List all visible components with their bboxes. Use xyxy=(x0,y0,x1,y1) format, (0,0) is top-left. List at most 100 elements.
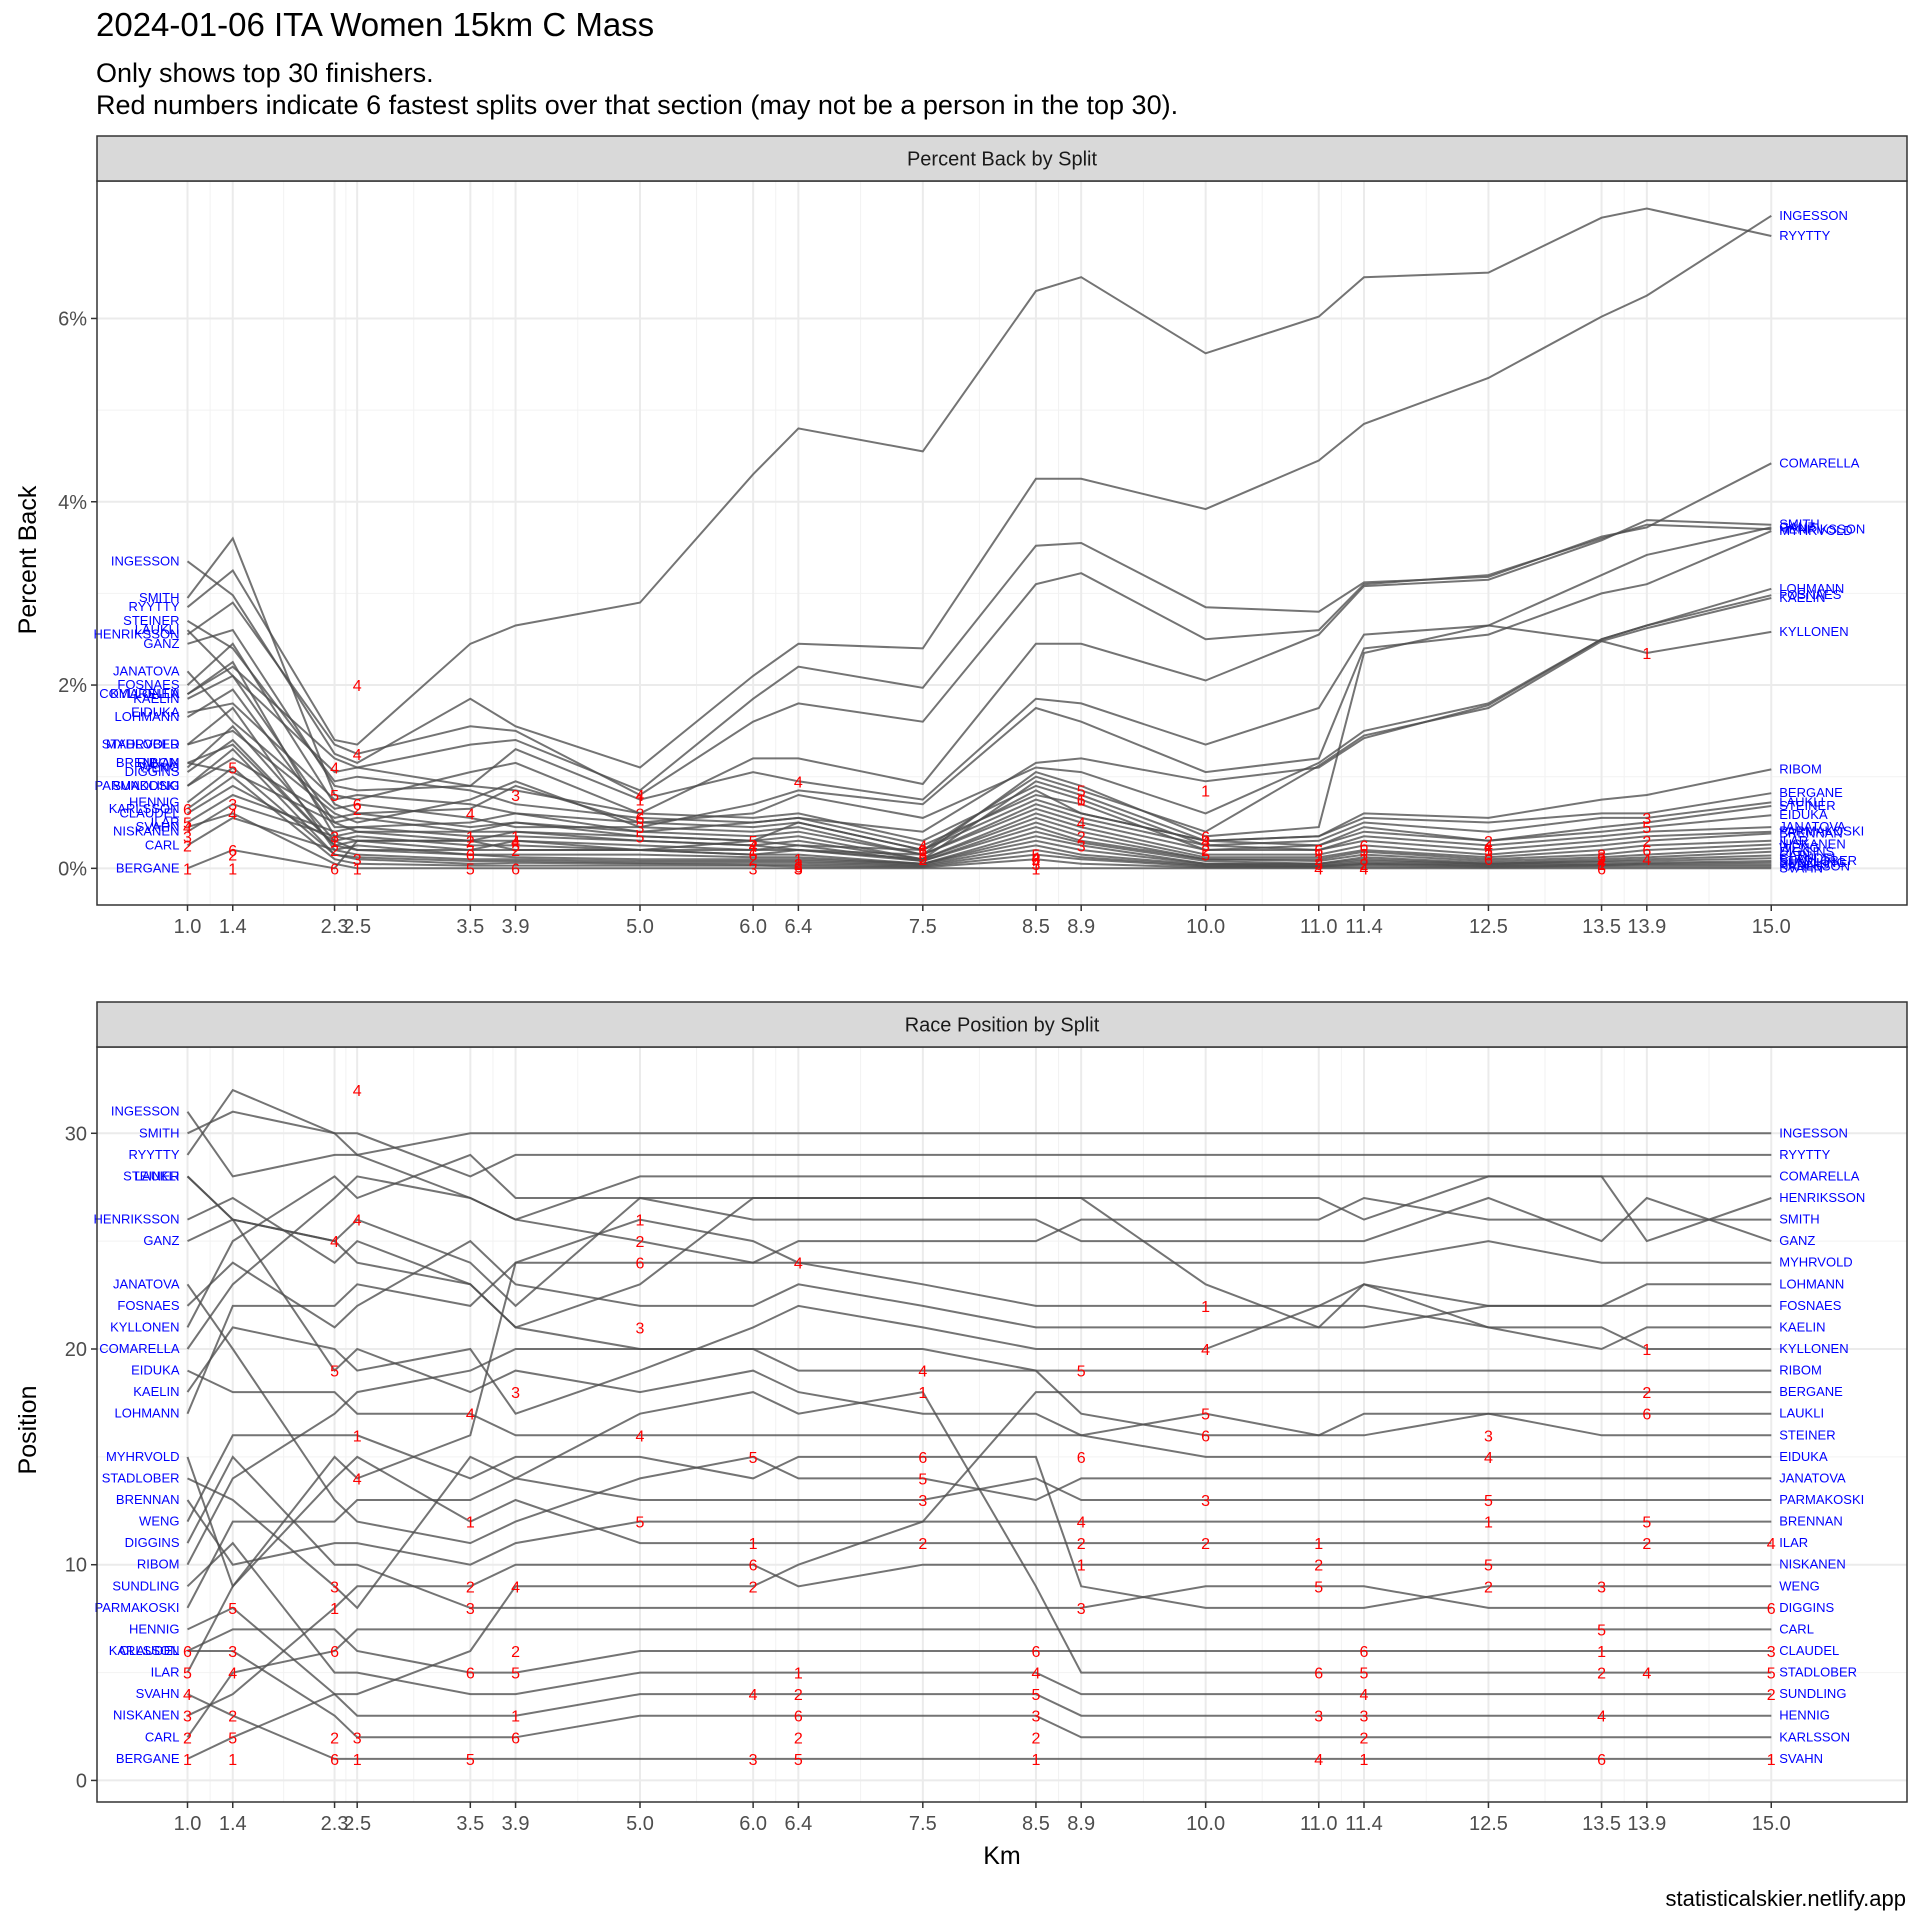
split-rank-label: 4 xyxy=(749,838,758,855)
split-rank-label: 3 xyxy=(749,861,758,878)
x-tick-label: 3.5 xyxy=(456,916,484,938)
split-rank-label: 3 xyxy=(1077,1601,1086,1618)
split-rank-label: 3 xyxy=(466,1601,475,1618)
start-name-label: STEINER xyxy=(123,1168,179,1183)
split-rank-label: 5 xyxy=(511,838,520,855)
start-name-label: DIGGINS xyxy=(125,1535,180,1550)
series-line-claudel xyxy=(187,1628,1772,1674)
start-name-label: CLAUDEL xyxy=(120,1643,180,1658)
start-name-label: COMARELLA xyxy=(99,686,180,701)
split-rank-label: 1 xyxy=(1484,843,1493,860)
series-line-ryytty xyxy=(186,207,1772,746)
start-name-label: WENG xyxy=(139,1514,179,1529)
end-name-label: SVAHN xyxy=(1779,1751,1823,1766)
y-tick-label: 0% xyxy=(58,858,87,880)
split-rank-label: 2 xyxy=(511,843,520,860)
end-name-label: LOHMANN xyxy=(1779,581,1844,596)
series-line-weng xyxy=(186,1434,1772,1609)
split-rank-label: 4 xyxy=(794,774,803,791)
split-rank-label: 1 xyxy=(749,1536,758,1553)
x-tick-label: 5.0 xyxy=(626,916,654,938)
series-line-ilar xyxy=(186,793,1772,861)
split-rank-label: 1 xyxy=(511,1709,520,1726)
split-rank-label: 1 xyxy=(1314,848,1323,865)
x-tick-label: 2.3 xyxy=(321,916,349,938)
start-name-label: RYYTTY xyxy=(128,599,179,614)
split-rank-label: 5 xyxy=(794,1752,803,1769)
split-rank-label: 5 xyxy=(330,788,339,805)
split-rank-label: 2 xyxy=(330,1730,339,1747)
start-name-label: RYYTTY xyxy=(128,1147,179,1162)
split-rank-label: 4 xyxy=(353,1213,362,1230)
split-rank-label: 5 xyxy=(1597,850,1606,867)
split-rank-label: 5 xyxy=(466,1752,475,1769)
end-name-label: DIGGINS xyxy=(1779,1600,1834,1615)
split-rank-label: 4 xyxy=(1031,1666,1040,1683)
split-rank-label: 6 xyxy=(183,802,192,819)
end-name-label: ILAR xyxy=(1779,833,1808,848)
split-rank-label: 2 xyxy=(1642,834,1651,851)
split-rank-label: 2 xyxy=(1597,1666,1606,1683)
subtitle-line-1: Only shows top 30 finishers. xyxy=(96,58,434,88)
split-rank-label: 1 xyxy=(794,1666,803,1683)
start-name-label: HENNIG xyxy=(129,794,180,809)
start-name-label: SUNDLING xyxy=(112,1578,179,1593)
split-rank-label: 3 xyxy=(1484,1428,1493,1445)
split-rank-label: 1 xyxy=(1314,1536,1323,1553)
split-rank-label: 1 xyxy=(1077,1558,1086,1575)
split-rank-label: 2 xyxy=(794,1687,803,1704)
split-rank-label: 2 xyxy=(1642,1385,1651,1402)
split-rank-label: 2 xyxy=(1077,1536,1086,1553)
end-name-label: PARMAKOSKI xyxy=(1779,1492,1864,1507)
end-name-label: KAELIN xyxy=(1779,590,1825,605)
split-rank-label: 4 xyxy=(330,1234,339,1251)
split-rank-label: 5 xyxy=(749,1450,758,1467)
split-rank-label: 1 xyxy=(1201,1299,1210,1316)
y-axis-label: Percent Back xyxy=(14,485,42,634)
x-tick-label: 8.9 xyxy=(1067,1813,1095,1835)
split-rank-label: 4 xyxy=(466,1407,475,1424)
split-rank-label: 6 xyxy=(749,1558,758,1575)
split-rank-label: 5 xyxy=(1642,820,1651,837)
series-line-myhrvold xyxy=(186,1218,1772,1589)
start-name-label: STADLOBER xyxy=(102,737,180,752)
start-name-label: KAELIN xyxy=(133,691,179,706)
split-rank-label: 6 xyxy=(636,1256,645,1273)
split-rank-label: 2 xyxy=(228,848,237,865)
split-rank-label: 1 xyxy=(1360,848,1369,865)
split-rank-label: 3 xyxy=(1201,838,1210,855)
end-name-label: MYHRVOLD xyxy=(1779,523,1852,538)
end-name-label: SUNDLING xyxy=(1779,1686,1846,1701)
split-rank-label: 2 xyxy=(918,852,927,869)
end-name-label: CARL xyxy=(1779,1621,1814,1636)
split-rank-label: 6 xyxy=(353,797,362,814)
start-name-label: BRENNAN xyxy=(116,1492,180,1507)
end-name-label: WENG xyxy=(1779,1578,1819,1593)
split-rank-label: 4 xyxy=(1484,838,1493,855)
series-line-parmakoski xyxy=(186,1477,1772,1609)
split-rank-label: 6 xyxy=(1201,1428,1210,1445)
end-name-label: EIDUKA xyxy=(1779,807,1828,822)
split-rank-label: 3 xyxy=(1484,848,1493,865)
start-name-label: HENNIG xyxy=(129,1621,180,1636)
x-tick-label: 5.0 xyxy=(626,1813,654,1835)
split-rank-label: 6 xyxy=(1077,1450,1086,1467)
split-rank-label: 5 xyxy=(636,829,645,846)
split-rank-label: 2 xyxy=(183,838,192,855)
split-rank-label: 2 xyxy=(1484,834,1493,851)
series-line-sundling xyxy=(186,1541,1772,1696)
start-name-label: NISKANEN xyxy=(113,1708,179,1723)
split-rank-label: 1 xyxy=(918,1385,927,1402)
start-name-label: PARMAKOSKI xyxy=(94,778,179,793)
panel-strip xyxy=(96,1001,1908,1048)
split-rank-label: 2 xyxy=(918,1536,927,1553)
end-name-label: PARMAKOSKI xyxy=(1779,824,1864,839)
end-name-label: HENRIKSSON xyxy=(1779,1190,1865,1205)
split-rank-label: 5 xyxy=(1597,1622,1606,1639)
split-rank-label: 5 xyxy=(228,1601,237,1618)
split-rank-label: 4 xyxy=(353,1471,362,1488)
split-rank-label: 6 xyxy=(1077,793,1086,810)
end-name-label: STEINER xyxy=(1779,798,1835,813)
end-name-label: INGESSON xyxy=(1779,208,1848,223)
start-name-label: JANATOVA xyxy=(113,663,180,678)
